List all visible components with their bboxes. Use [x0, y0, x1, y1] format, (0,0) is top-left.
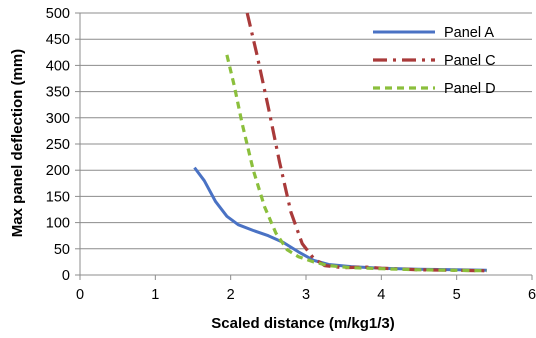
series-line-panel-c — [245, 12, 487, 273]
x-tick-label-1: 1 — [151, 287, 159, 303]
series-line-panel-d — [225, 54, 487, 273]
gridlines — [80, 12, 532, 250]
legend-label-panel-a: Panel A — [444, 25, 494, 41]
x-tick-label-3: 3 — [302, 287, 310, 303]
x-tick-label-4: 4 — [377, 287, 385, 303]
axes — [75, 12, 533, 280]
y-axis-title: Max panel deflection (mm) — [9, 49, 26, 237]
series-line-panel-a — [193, 166, 487, 272]
y-tick-label-450: 450 — [46, 32, 70, 48]
y-tick-label-500: 500 — [46, 6, 70, 22]
y-tick-label-400: 400 — [46, 58, 70, 74]
x-tick-label-5: 5 — [453, 287, 461, 303]
legend-label-panel-c: Panel C — [444, 53, 496, 69]
y-tick-label-100: 100 — [46, 216, 70, 232]
y-tick-label-50: 50 — [54, 242, 70, 258]
y-tick-label-350: 350 — [46, 85, 70, 101]
y-tick-label-250: 250 — [46, 137, 70, 153]
x-tick-label-6: 6 — [528, 287, 536, 303]
y-tick-label-150: 150 — [46, 189, 70, 205]
legend: Panel A Panel C Panel D — [373, 25, 496, 97]
x-tick-label-2: 2 — [227, 287, 235, 303]
x-tick-label-0: 0 — [76, 287, 84, 303]
x-axis-title: Scaled distance (m/kg1/3) — [211, 315, 394, 332]
y-tick-label-300: 300 — [46, 111, 70, 127]
y-tick-label-200: 200 — [46, 163, 70, 179]
y-tick-label-0: 0 — [62, 268, 70, 284]
series-lines — [193, 12, 487, 273]
legend-label-panel-d: Panel D — [444, 81, 496, 97]
tick-labels: 0 50 100 150 200 250 300 350 400 450 500 0 1 2 3 4 5 6 — [46, 6, 536, 303]
